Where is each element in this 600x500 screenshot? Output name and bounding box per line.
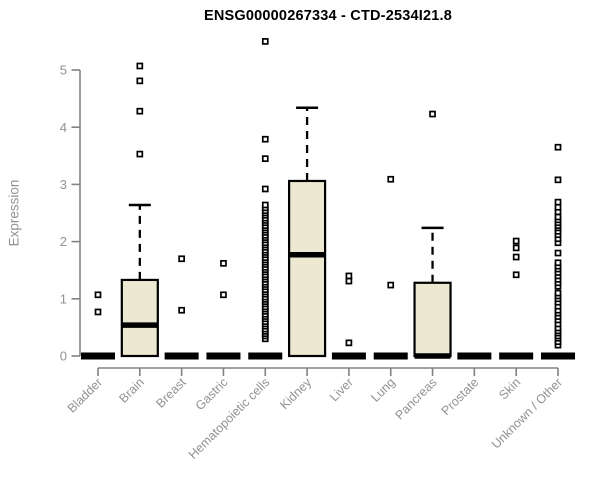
- collapsed-box: [540, 352, 575, 360]
- collapsed-box: [457, 352, 492, 360]
- outlier-point: [554, 213, 562, 221]
- outlier-point: [387, 175, 395, 183]
- outlier-point: [554, 289, 562, 297]
- y-tick-label: 5: [60, 63, 67, 78]
- outlier-point: [554, 176, 562, 184]
- x-tick-label: Kidney: [277, 375, 314, 412]
- outlier-point: [554, 259, 562, 267]
- y-tick-label: 4: [60, 120, 67, 135]
- collapsed-box: [206, 352, 241, 360]
- outlier-point: [136, 150, 144, 158]
- outlier-point: [94, 291, 102, 299]
- collapsed-box: [499, 352, 534, 360]
- box: [287, 179, 327, 358]
- outlier-point: [261, 185, 269, 193]
- x-tick-label: Liver: [327, 375, 356, 404]
- collapsed-box: [164, 352, 199, 360]
- x-tick-label: Lung: [368, 375, 398, 405]
- outlier-point: [429, 110, 436, 118]
- collapsed-box: [331, 352, 366, 360]
- outlier-point: [261, 135, 269, 143]
- box: [120, 278, 159, 358]
- x-tick-label: Brain: [116, 375, 147, 406]
- x-tick-label: Gastric: [193, 375, 231, 413]
- outlier-point: [261, 155, 269, 163]
- x-tick-label: Prostate: [439, 375, 482, 418]
- x-tick-label: Skin: [496, 375, 523, 402]
- y-tick-label: 2: [60, 234, 67, 249]
- outlier-point: [512, 253, 520, 261]
- outlier-point: [261, 201, 269, 209]
- x-tick-label: Pancreas: [392, 375, 439, 422]
- outlier-point: [178, 306, 185, 314]
- y-tick-label: 1: [60, 291, 67, 306]
- outlier-point: [554, 203, 562, 211]
- outlier-point: [136, 62, 144, 70]
- x-tick-label: Hematopoietic cells: [186, 375, 273, 462]
- collapsed-box: [373, 352, 408, 360]
- outlier-point: [554, 143, 562, 151]
- outlier-point: [554, 198, 562, 206]
- outlier-point: [136, 77, 144, 85]
- outlier-point: [512, 271, 520, 279]
- collapsed-box: [81, 352, 115, 360]
- outlier-point: [387, 281, 395, 289]
- outlier-point: [512, 244, 520, 252]
- x-tick-label: Unknown / Other: [489, 375, 565, 451]
- outlier-point: [345, 277, 353, 285]
- outlier-point: [261, 38, 269, 45]
- y-tick-label: 0: [60, 349, 67, 364]
- chart-title: ENSG00000267334 - CTD-2534I21.8: [203, 8, 453, 24]
- outlier-point: [345, 272, 353, 280]
- x-tick-label: Bladder: [65, 375, 105, 415]
- outlier-point: [178, 255, 185, 263]
- outlier-point: [136, 107, 144, 115]
- box: [413, 281, 452, 358]
- outlier-point: [512, 237, 520, 245]
- outlier-point: [554, 249, 562, 257]
- outlier-point: [345, 339, 353, 347]
- y-tick-label: 3: [60, 177, 67, 192]
- outlier-point: [220, 291, 227, 299]
- collapsed-box: [248, 352, 283, 360]
- x-tick-label: Breast: [153, 375, 189, 411]
- outlier-point: [220, 259, 227, 267]
- outlier-point: [94, 308, 102, 316]
